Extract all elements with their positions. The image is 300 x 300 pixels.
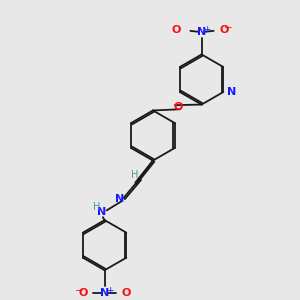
Text: H: H	[131, 170, 138, 180]
Text: O: O	[173, 102, 182, 112]
Text: O: O	[219, 25, 229, 35]
Text: −: −	[75, 286, 83, 296]
Text: +: +	[203, 25, 211, 34]
Text: +: +	[106, 286, 114, 295]
Text: N: N	[97, 207, 106, 217]
Text: N: N	[115, 194, 124, 205]
Text: H: H	[93, 202, 100, 212]
Text: O: O	[78, 288, 88, 298]
Text: O: O	[172, 25, 181, 35]
Text: N: N	[197, 27, 206, 37]
Text: −: −	[224, 23, 233, 33]
Text: N: N	[227, 87, 236, 97]
Text: O: O	[122, 288, 131, 298]
Text: N: N	[100, 288, 109, 298]
